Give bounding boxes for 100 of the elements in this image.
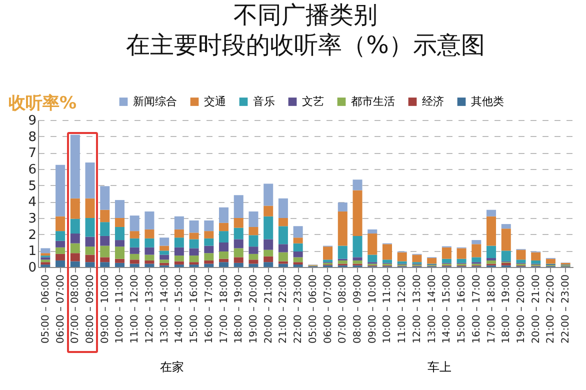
- bar: [501, 250, 511, 262]
- bar: [114, 218, 124, 227]
- bar: [100, 262, 110, 267]
- bar: [70, 134, 80, 198]
- bar: [293, 251, 303, 258]
- bar: [189, 256, 199, 262]
- bar: [204, 264, 214, 267]
- bar: [130, 254, 140, 260]
- bar: [442, 258, 452, 263]
- bar: [100, 257, 110, 262]
- x-tick-label: 17:00 – 18:00: [218, 274, 230, 344]
- x-tick-label: 11:00 – 12:00: [130, 274, 141, 344]
- bar: [204, 231, 214, 238]
- bar: [234, 248, 244, 258]
- bar: [130, 216, 140, 232]
- bar: [56, 240, 66, 248]
- x-tick-label: 06:00 – 07:00: [55, 274, 66, 344]
- bar: [160, 250, 170, 255]
- y-tick-label: 1: [28, 244, 36, 260]
- bar: [397, 252, 407, 262]
- bar: [234, 239, 244, 248]
- bar: [264, 250, 274, 256]
- bar: [338, 202, 348, 212]
- bar: [234, 257, 244, 263]
- bar: [160, 254, 170, 260]
- legend-label: 文艺: [302, 94, 324, 108]
- legend-label: 新闻综合: [133, 94, 177, 108]
- bar: [382, 260, 392, 263]
- x-tick-label: 22:00 – 23:00: [560, 274, 572, 344]
- bar: [56, 254, 66, 260]
- bar: [338, 260, 348, 264]
- x-tick-label: 15:00 – 16:00: [189, 274, 200, 344]
- x-tick-label: 20:00 – 21:00: [263, 274, 274, 344]
- x-tick-label: 11:00 – 12:00: [397, 274, 408, 344]
- bar: [160, 238, 170, 246]
- x-tick-label: 21:00 – 22:00: [546, 274, 557, 344]
- chart-subtitle: 在主要时段的收听率（%）示意图: [126, 31, 485, 59]
- x-tick-label: 17:00 – 18:00: [486, 274, 498, 344]
- bar: [338, 211, 348, 246]
- x-tick-label: 09:00 – 10:00: [100, 274, 111, 344]
- x-tick-label: 08:00 – 09:00: [85, 274, 96, 344]
- x-tick-label: 06:00 – 07:00: [322, 274, 334, 344]
- bar: [130, 260, 140, 264]
- bar: [531, 260, 541, 264]
- bar: [248, 226, 258, 236]
- bar: [85, 218, 95, 237]
- bar: [338, 246, 348, 259]
- bar: [144, 247, 154, 255]
- x-tick-label: 22:00 – 23:00: [293, 274, 304, 344]
- y-tick-label: 9: [28, 114, 36, 128]
- bar: [412, 254, 422, 262]
- bar: [40, 257, 50, 260]
- bar: [40, 248, 50, 254]
- y-tick-label: 0: [28, 260, 36, 276]
- x-tick-label: 14:00 – 15:00: [442, 274, 453, 344]
- x-tick-label: 05:00 – 06:00: [308, 274, 319, 344]
- x-tick-label: 13:00 – 14:00: [426, 274, 438, 344]
- y-tick-label: 5: [28, 178, 36, 194]
- y-tick-label: 6: [28, 162, 36, 178]
- bar: [204, 238, 214, 246]
- bar: [160, 260, 170, 263]
- bar: [219, 251, 229, 259]
- bar: [100, 222, 110, 236]
- bar: [293, 257, 303, 262]
- bar: [486, 260, 496, 264]
- bar: [264, 262, 274, 267]
- bar: [234, 228, 244, 240]
- bar: [40, 262, 50, 265]
- text: 在家: [160, 359, 184, 376]
- bar: [160, 262, 170, 266]
- bar: [219, 231, 229, 242]
- bar: [174, 216, 184, 230]
- bar: [174, 247, 184, 256]
- bar: [130, 247, 140, 254]
- bar: [352, 190, 362, 236]
- bar: [472, 257, 482, 262]
- bar: [174, 256, 184, 262]
- x-tick-label: 20:00 – 21:00: [530, 274, 542, 344]
- bar: [293, 262, 303, 265]
- bar: [70, 218, 80, 234]
- bar: [85, 198, 95, 218]
- x-tick-label: 12:00 – 13:00: [144, 274, 156, 344]
- bar: [144, 211, 154, 230]
- bar: [486, 246, 496, 258]
- bar: [56, 164, 66, 216]
- bar: [248, 235, 258, 247]
- bar: [456, 248, 466, 259]
- bar: [442, 247, 452, 259]
- bar: [264, 239, 274, 250]
- bar: [278, 198, 288, 218]
- bar: [486, 216, 496, 246]
- bar: [144, 229, 154, 238]
- bar: [501, 224, 511, 229]
- legend-label: 交通: [204, 94, 226, 108]
- bar: [368, 229, 378, 234]
- bar: [546, 258, 556, 264]
- x-tick-label: 09:00 – 10:00: [367, 274, 378, 344]
- bar: [56, 216, 66, 232]
- bar: [248, 260, 258, 264]
- bar: [352, 257, 362, 260]
